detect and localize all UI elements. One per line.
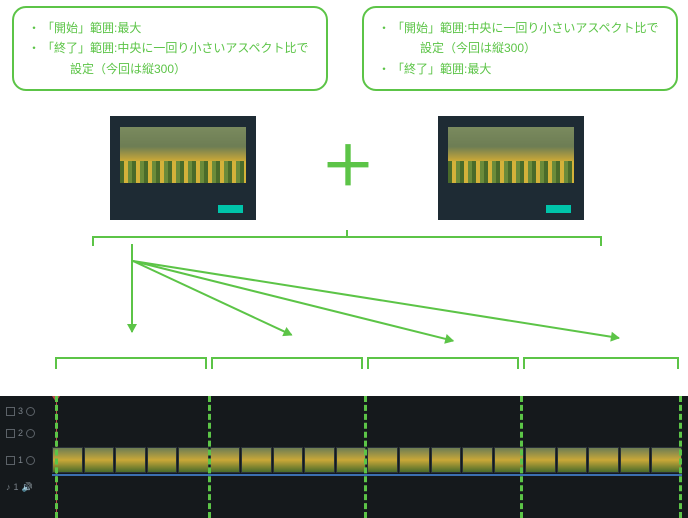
callout-text: 「終了」範囲:中央に一回り小さいアスペクト比で [42,38,309,58]
clip-thumbnail[interactable] [304,447,335,473]
track-label: 2 [18,428,23,438]
bullet-dot: ・ [28,18,42,38]
bullet-dot [28,59,42,79]
layer-icon [6,407,15,416]
track-label: 1 [18,455,23,465]
callout-line: 設定（今回は縦300） [28,59,312,79]
preview-ok-button[interactable] [546,205,572,213]
clip-thumbnail[interactable] [115,447,146,473]
track-label: 1 [14,482,19,492]
track-header[interactable]: ♪1🔊 [0,482,52,493]
clip-thumbnail[interactable] [367,447,398,473]
range-bar[interactable] [52,474,682,476]
segment-brace-2 [211,357,363,359]
clip-thumbnail[interactable] [431,447,462,473]
bullet-dot [378,38,392,58]
clip-thumbnail[interactable] [557,447,588,473]
callout-line: ・「終了」範囲:最大 [378,59,662,79]
track-header[interactable]: 1 [0,455,52,465]
callout-text: 「開始」範囲:中央に一回り小さいアスペクト比で [392,18,659,38]
preview-viewport [448,127,575,183]
callout-line: 設定（今回は縦300） [378,38,662,58]
callout-text: 設定（今回は縦300） [392,38,536,58]
clip-thumbnail[interactable] [178,447,209,473]
clip-thumbnail[interactable] [399,447,430,473]
clip-thumbnail[interactable] [273,447,304,473]
clip-thumbnail[interactable] [620,447,651,473]
right-callout: ・「開始」範囲:中央に一回り小さいアスペクト比で 設定（今回は縦300） ・「終… [362,6,678,91]
segment-brace-4 [523,357,679,359]
clip-thumbnail[interactable] [241,447,272,473]
bullet-dot: ・ [28,38,42,58]
arrow-diag-1 [133,260,292,336]
track-lane[interactable] [52,478,688,496]
segment-divider [679,396,682,518]
clip-thumbnail[interactable] [84,447,115,473]
track-row-1: 1 [0,446,688,474]
layer-icon [6,456,15,465]
clip-thumbnail[interactable] [147,447,178,473]
callout-text: 「終了」範囲:最大 [392,59,491,79]
clips-container[interactable] [52,447,682,473]
track-header[interactable]: 3 [0,406,52,416]
eye-icon[interactable] [26,407,35,416]
track-lane[interactable] [52,446,688,474]
combine-brace [92,236,602,238]
track-lane[interactable] [52,424,688,442]
clip-thumbnail[interactable] [210,447,241,473]
track-row-2: 2 [0,424,688,442]
callout-text: 「開始」範囲:最大 [42,18,141,38]
right-preview-window [438,116,584,220]
callout-line: ・「終了」範囲:中央に一回り小さいアスペクト比で [28,38,312,58]
clip-thumbnail[interactable] [588,447,619,473]
callout-text: 設定（今回は縦300） [42,59,186,79]
track-row-3: 3 [0,402,688,420]
eye-icon[interactable] [26,456,35,465]
clip-thumbnail[interactable] [525,447,556,473]
bullet-dot: ・ [378,18,392,38]
callout-line: ・「開始」範囲:中央に一回り小さいアスペクト比で [378,18,662,38]
segment-divider [520,396,523,518]
preview-ok-button[interactable] [218,205,244,213]
track-row-audio: ♪1🔊 [0,478,688,496]
left-preview-window [110,116,256,220]
clip-thumbnail[interactable] [336,447,367,473]
segment-divider [55,396,58,518]
segment-divider [364,396,367,518]
bullet-dot: ・ [378,59,392,79]
music-note-icon: ♪ [6,482,11,492]
track-header[interactable]: 2 [0,428,52,438]
plus-icon: ＋ [321,140,375,194]
track-lane[interactable] [52,402,688,420]
segment-divider [208,396,211,518]
clip-thumbnail[interactable] [651,447,682,473]
arrow-down [131,244,133,332]
segment-brace-3 [367,357,519,359]
volume-icon[interactable]: 🔊 [22,482,33,493]
preview-viewport [120,127,247,183]
arrow-diag-3 [133,260,619,339]
segment-brace-1 [55,357,207,359]
track-label: 3 [18,406,23,416]
eye-icon[interactable] [26,429,35,438]
timeline-panel: 3 2 1 ♪1🔊 [0,396,688,518]
left-callout: ・「開始」範囲:最大 ・「終了」範囲:中央に一回り小さいアスペクト比で 設定（今… [12,6,328,91]
callout-line: ・「開始」範囲:最大 [28,18,312,38]
layer-icon [6,429,15,438]
clip-thumbnail[interactable] [462,447,493,473]
